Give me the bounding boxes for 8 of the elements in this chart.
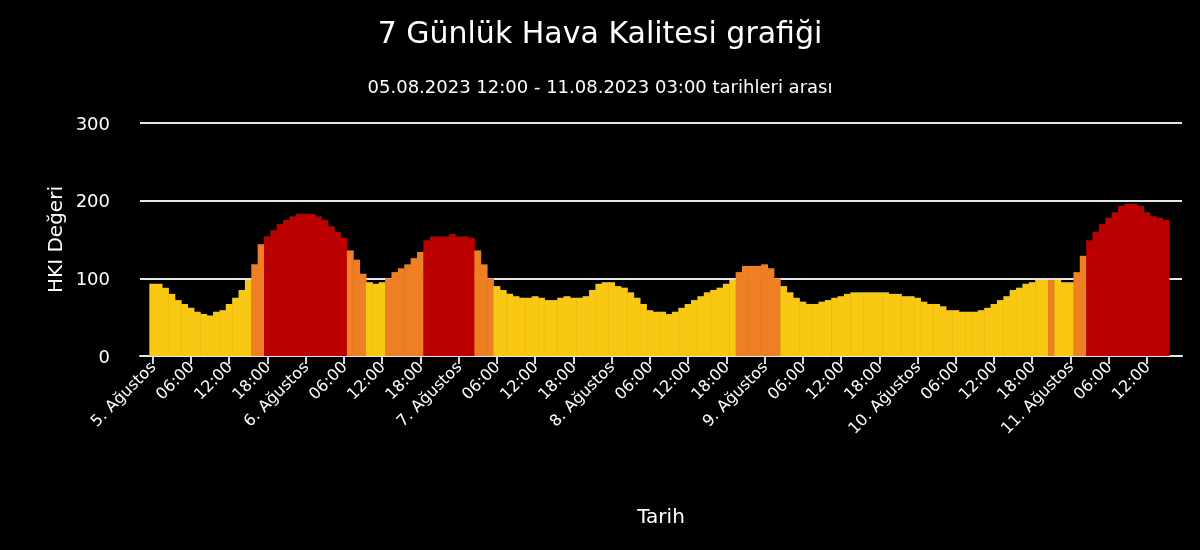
- y-tick-label: 300: [75, 112, 110, 134]
- chart-title: 7 Günlük Hava Kalitesi grafiği: [377, 14, 823, 50]
- y-tick-label: 200: [75, 190, 110, 212]
- y-axis-title: HKI Değeri: [42, 186, 67, 293]
- chart-subtitle: 05.08.2023 12:00 - 11.08.2023 03:00 tarihleri arası: [367, 75, 833, 97]
- x-axis-title: Tarih: [636, 504, 685, 528]
- y-tick-label: 0: [98, 345, 110, 367]
- y-tick-label: 100: [75, 267, 110, 289]
